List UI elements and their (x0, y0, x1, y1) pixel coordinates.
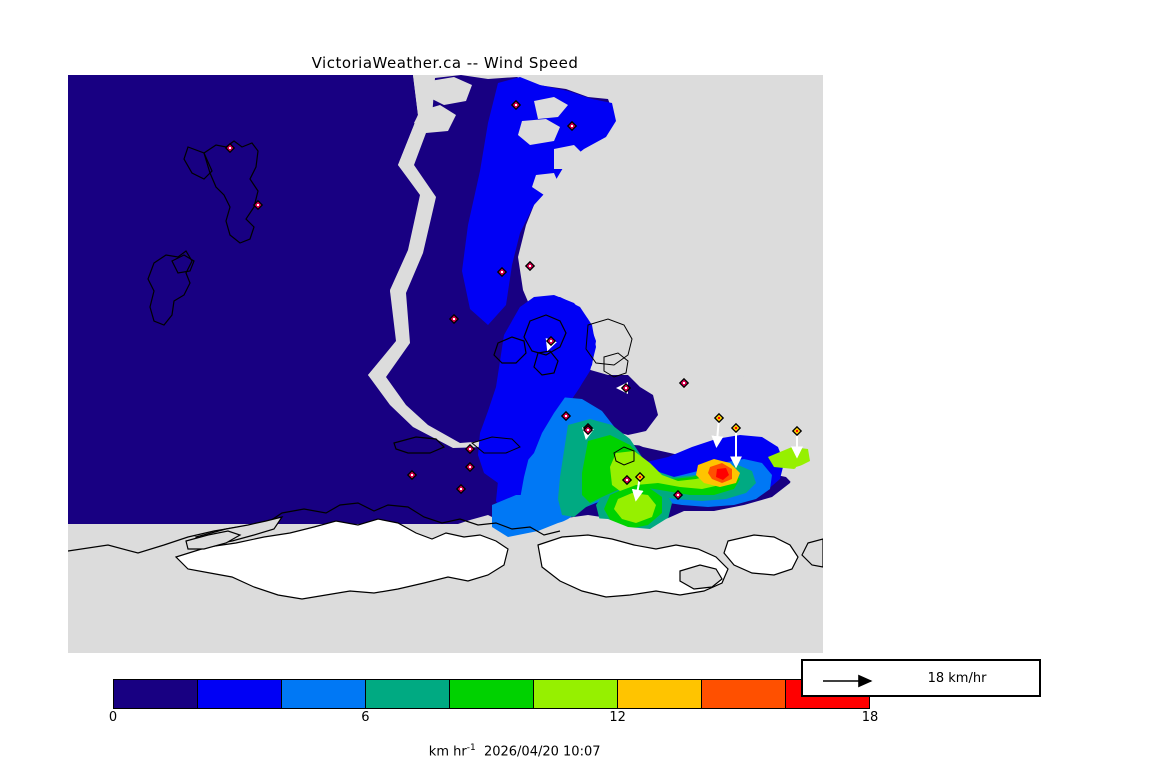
colorbar-tick-6: 6 (361, 710, 370, 725)
colorbar-unit-exponent: -1 (466, 743, 476, 753)
station-marker-core (796, 430, 798, 432)
station-marker-core (677, 494, 679, 496)
station-marker-core (683, 382, 685, 384)
colorbar-band-14-16 (701, 680, 785, 708)
station-marker-core (718, 417, 720, 419)
station-marker-core (626, 479, 628, 481)
colorbar-band-12-14 (617, 680, 701, 708)
colorbar-band-4-6 (281, 680, 365, 708)
colorbar-unit-label: km hr (428, 744, 467, 760)
station-marker-core (411, 474, 413, 476)
station-marker-core (229, 147, 231, 149)
colorbar-unit-and-timestamp: km hr-1 2026/04/20 10:07 (0, 728, 1152, 773)
station-marker-core (735, 427, 737, 429)
wind-vector-scale-legend: 18 km/hr (801, 659, 1041, 697)
colorbar-tick-12: 12 (609, 710, 626, 725)
colorbar-tick-0: 0 (108, 710, 118, 725)
station-marker-core (257, 204, 259, 206)
station-marker-core (460, 488, 462, 490)
colorbar-band-6-8 (365, 680, 449, 708)
wind-speed-colorbar (113, 679, 870, 709)
station-marker-core (550, 340, 552, 342)
station-marker-core (529, 265, 531, 267)
station-marker-core (515, 104, 517, 106)
station-marker-core (587, 429, 589, 431)
colorbar-band-0-2 (114, 680, 197, 708)
colorbar-band-8-10 (449, 680, 533, 708)
colorbar-band-10-12 (533, 680, 617, 708)
map-svg (68, 75, 823, 653)
colorbar-tick-labels: 0 6 12 18 (0, 710, 1152, 728)
vector-legend-label: 18 km/hr (927, 671, 987, 686)
station-marker-core (453, 318, 455, 320)
station-marker-core (469, 448, 471, 450)
station-marker-core (501, 271, 503, 273)
station-marker-core (625, 387, 627, 389)
station-marker-core (565, 415, 567, 417)
station-marker-core (469, 466, 471, 468)
colorbar-timestamp: 2026/04/20 10:07 (483, 744, 601, 760)
right-arrow-icon (821, 673, 881, 688)
station-marker-core (571, 125, 573, 127)
colorbar-band-2-4 (197, 680, 281, 708)
colorbar-tick-18: 18 (861, 710, 879, 725)
page-title: VictoriaWeather.ca -- Wind Speed (311, 54, 579, 72)
station-marker-core (639, 476, 641, 478)
map-canvas[interactable] (68, 75, 823, 653)
